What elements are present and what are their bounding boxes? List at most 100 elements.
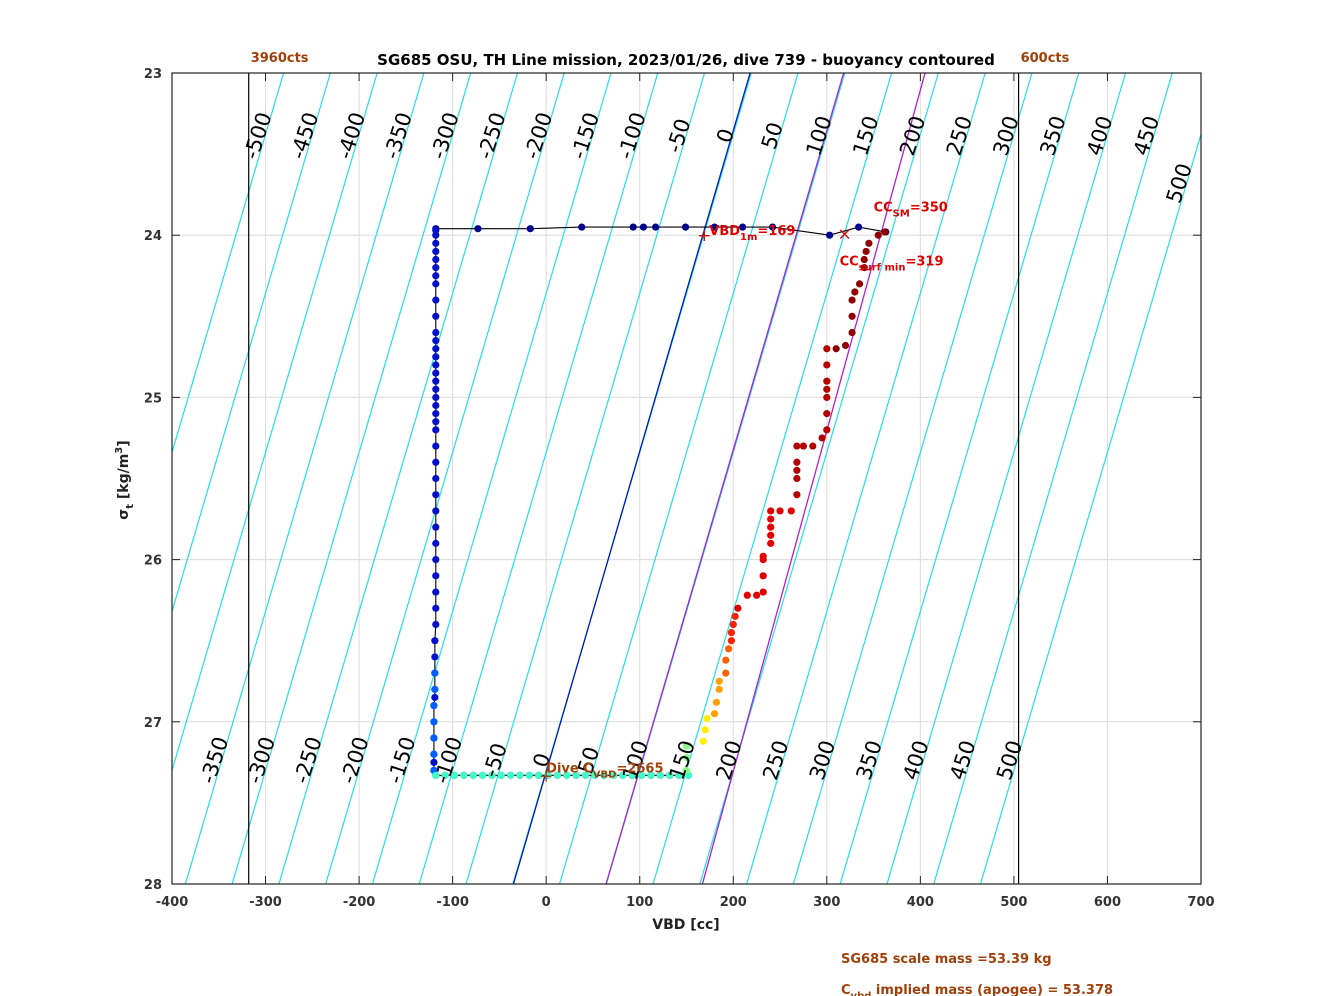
contour-line (172, 73, 378, 773)
point (478, 771, 487, 779)
point (432, 328, 440, 337)
point (712, 698, 721, 706)
point (431, 653, 439, 661)
point (855, 223, 863, 231)
x-tick-label: 600 (1094, 895, 1121, 910)
point (430, 718, 438, 726)
point (793, 458, 801, 466)
point (793, 474, 801, 483)
point (432, 539, 440, 547)
point (432, 401, 440, 410)
point (432, 369, 440, 377)
point (809, 442, 817, 450)
contour-line (172, 73, 331, 614)
point (460, 771, 468, 779)
count-label: 600cts (1021, 51, 1070, 66)
contour-line (933, 73, 1173, 884)
point (767, 539, 775, 547)
count-label: 3960cts (251, 51, 309, 66)
contour-line (231, 73, 472, 884)
point (739, 223, 747, 231)
contour-line (418, 73, 659, 884)
y-tick-label: 26 (144, 554, 162, 569)
point (432, 264, 440, 272)
reference-line (701, 73, 926, 884)
point (432, 296, 440, 304)
annotation: Dive CVBD=2665 (546, 761, 663, 780)
point (759, 552, 767, 560)
y-axis-label-part: 3 (114, 447, 125, 454)
annotation: CCsurf min=319 (840, 255, 944, 274)
contour-line (278, 73, 519, 884)
y-tick-label: 28 (144, 878, 162, 893)
point (823, 393, 831, 401)
point (823, 410, 831, 418)
point (753, 591, 761, 599)
point (432, 442, 440, 450)
point (860, 264, 868, 272)
point (724, 645, 733, 653)
point (823, 385, 831, 393)
point (553, 771, 562, 779)
point (432, 410, 440, 418)
reference-line (605, 73, 845, 884)
point (432, 474, 440, 483)
axes: -400 -300 -200 -100 0 100 200 300 400 500 600 700 23… (114, 67, 1215, 910)
annotation-part: =169 (757, 224, 795, 239)
point (656, 771, 664, 779)
point (823, 345, 831, 353)
point (675, 771, 683, 779)
reference-line (512, 73, 751, 884)
point (637, 771, 646, 779)
point (591, 771, 599, 779)
point (722, 656, 730, 664)
contour-line (886, 73, 1127, 884)
point (432, 556, 440, 564)
point (432, 572, 440, 580)
annotation-marker: + (697, 226, 711, 246)
point (652, 223, 660, 231)
plot-frame (171, 72, 1202, 885)
point (430, 758, 438, 766)
point (516, 771, 524, 779)
point (432, 393, 440, 401)
note: Cvbd implied mass (apogee) = 53.378 (841, 983, 1113, 996)
point (430, 701, 438, 710)
x-tick-label: 300 (813, 895, 840, 910)
x-tick-label: -200 (343, 895, 376, 910)
point (727, 628, 736, 637)
point (581, 771, 590, 779)
note-part: vbd (851, 991, 872, 996)
point (432, 247, 440, 256)
point (432, 426, 440, 434)
y-tick-label: 23 (144, 67, 162, 82)
y-axis-label-part: t (125, 504, 136, 509)
point (848, 312, 856, 320)
x-tick-label: 100 (626, 895, 653, 910)
point (841, 341, 850, 350)
point (432, 620, 440, 629)
y-axis-label: σt [kg/m3] (114, 440, 136, 519)
trajectory-line (435, 226, 886, 236)
contour-line (558, 73, 799, 884)
x-tick-label: 500 (1000, 895, 1027, 910)
contour-line (371, 73, 612, 884)
point (432, 604, 440, 612)
y-tick-label: 24 (144, 229, 162, 244)
annotation: VBD1m=169 (709, 224, 795, 243)
point (759, 588, 767, 596)
annotation-part: VBD (709, 224, 740, 239)
contour-line (652, 73, 893, 884)
annotation-part: Dive C (546, 761, 593, 776)
point (767, 523, 775, 531)
point (432, 458, 440, 466)
point (759, 572, 767, 580)
point (609, 771, 618, 779)
point (432, 418, 440, 426)
point (865, 239, 873, 247)
point (432, 771, 440, 779)
point (768, 223, 777, 231)
y-tick-label: 27 (144, 716, 162, 731)
point (432, 491, 440, 499)
